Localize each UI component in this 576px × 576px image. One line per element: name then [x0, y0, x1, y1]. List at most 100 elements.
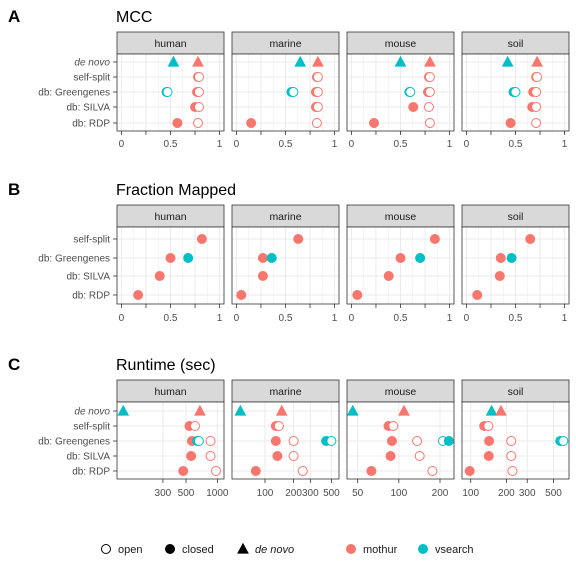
point-vsearch-denovo-de-novo [117, 404, 130, 416]
point-mothur-open-self-split [312, 72, 323, 82]
point-vsearch-denovo-de-novo [485, 404, 498, 416]
point-mothur-open-self-split [190, 421, 201, 431]
point-vsearch-closed-db-greengenes [415, 253, 426, 263]
facet-mouse: mouse 50 100 200 [346, 379, 455, 499]
x-tick-label: 0 [464, 313, 470, 324]
point-mothur-open-db-greengenes [193, 87, 204, 97]
x-tick-label: 0 [119, 139, 125, 150]
point-vsearch-denovo-de-novo [394, 55, 407, 67]
legend: open closed de novo mothur vsearch [101, 542, 474, 556]
x-tick-label: 500 [178, 488, 195, 499]
point-mothur-closed-db-greengenes [395, 253, 406, 263]
y-tick-label-de-novo: de novo [74, 58, 110, 69]
point-mothur-closed-db-silva [186, 451, 197, 461]
plot-border [461, 401, 570, 480]
point-mothur-open-db-rdp [424, 118, 435, 128]
point-mothur-open-db-rdp [192, 118, 203, 128]
panel-label: C [8, 355, 20, 374]
point-vsearch-open-db-greengenes [510, 87, 521, 97]
x-tick-label: 50 [352, 488, 364, 499]
point-mothur-closed-db-rdp [172, 118, 183, 128]
panel-title: Fraction Mapped [116, 182, 236, 199]
point-mothur-closed-db-silva [385, 451, 396, 461]
x-tick-label: 300 [155, 488, 172, 499]
panel-label: B [8, 180, 20, 199]
point-mothur-closed-db-greengenes [257, 253, 268, 263]
point-mothur-closed-db-greengenes [484, 436, 495, 446]
point-mothur-open-db-rdp [297, 466, 308, 476]
x-tick-label: 1 [217, 313, 223, 324]
y-tick-label-db-silva: db: SILVA [66, 272, 110, 283]
point-mothur-open-db-rdp [427, 466, 438, 476]
plot-border [231, 226, 340, 305]
point-mothur-closed-db-rdp [352, 290, 363, 300]
x-tick-label: 200 [432, 488, 449, 499]
point-mothur-closed-db-rdp [178, 466, 189, 476]
x-tick-label: 0.5 [509, 313, 523, 324]
point-mothur-open-db-greengenes [312, 87, 323, 97]
facet-strip-label: marine [269, 211, 301, 223]
point-mothur-denovo-de-novo [531, 55, 543, 67]
facet-strip-label: soil [508, 38, 524, 50]
x-tick-label: 200 [285, 488, 302, 499]
x-tick-label: 1000 [206, 488, 229, 499]
y-tick-label-self-split: self-split [73, 422, 110, 433]
x-tick-label: 300 [519, 488, 536, 499]
point-mothur-open-db-silva [288, 451, 299, 461]
point-mothur-open-db-greengenes [531, 87, 542, 97]
panel-title: MCC [116, 9, 152, 26]
legend-label-mothur: mothur [363, 544, 398, 556]
point-mothur-closed-db-greengenes [165, 253, 176, 263]
plot-border [346, 53, 455, 132]
plot-border [461, 53, 570, 132]
point-vsearch-open-db-greengenes [162, 87, 173, 97]
legend-key-vsearch [418, 544, 428, 554]
point-mothur-open-db-greengenes [412, 436, 423, 446]
facet-strip-label: mouse [385, 386, 417, 398]
x-tick-label: 0 [464, 139, 470, 150]
y-tick-label-db-rdp: db: RDP [72, 467, 110, 478]
point-mothur-open-db-rdp [311, 118, 322, 128]
facet-soil: soil 0 0.5 1 [461, 204, 570, 324]
x-tick-label: 0 [234, 139, 240, 150]
facet-marine: marine 0 0.5 1 [231, 204, 340, 324]
point-mothur-denovo-de-novo [192, 55, 204, 67]
panel-b: B Fraction Mapped self-split db: Greengenes… [8, 180, 570, 324]
point-mothur-closed-db-silva [494, 271, 505, 281]
legend-label-de-novo: de novo [255, 544, 294, 556]
plot-border [116, 53, 225, 132]
point-vsearch-closed-db-greengenes [443, 436, 454, 446]
point-vsearch-denovo-de-novo [167, 55, 180, 67]
point-mothur-open-db-silva [193, 102, 204, 112]
point-vsearch-closed-db-greengenes [183, 253, 194, 263]
facet-human: human 0 0.5 1 [116, 31, 225, 150]
y-tick-label-db-greengenes: db: Greengenes [38, 88, 110, 99]
x-tick-label: 0 [119, 313, 125, 324]
point-vsearch-denovo-de-novo [501, 55, 514, 67]
point-mothur-closed-self-split [525, 234, 536, 244]
point-mothur-closed-db-rdp [250, 466, 261, 476]
point-mothur-open-self-split [483, 421, 494, 431]
plot-border [231, 53, 340, 132]
plot-border [346, 226, 455, 305]
facet-human: human 300 500 1000 [116, 379, 229, 499]
point-vsearch-open-db-greengenes [558, 436, 569, 446]
legend-key-closed [165, 544, 175, 554]
point-mothur-open-self-split [424, 72, 435, 82]
facet-strip-label: mouse [385, 38, 417, 50]
x-tick-label: 1 [447, 139, 453, 150]
facet-strip-label: marine [269, 386, 301, 398]
plot-border [116, 401, 225, 480]
point-mothur-open-db-greengenes [288, 436, 299, 446]
x-tick-label: 0.5 [279, 313, 293, 324]
point-mothur-denovo-de-novo [398, 404, 410, 416]
panel-title: Runtime (sec) [116, 357, 216, 374]
point-mothur-closed-db-silva [408, 102, 419, 112]
x-tick-label: 0.5 [394, 139, 408, 150]
facet-marine: marine 0 0.5 1 [231, 31, 340, 150]
point-mothur-open-self-split [193, 72, 204, 82]
facet-soil: soil 0 0.5 1 [461, 31, 570, 150]
point-mothur-open-self-split [532, 72, 543, 82]
legend-key-open [101, 544, 111, 554]
